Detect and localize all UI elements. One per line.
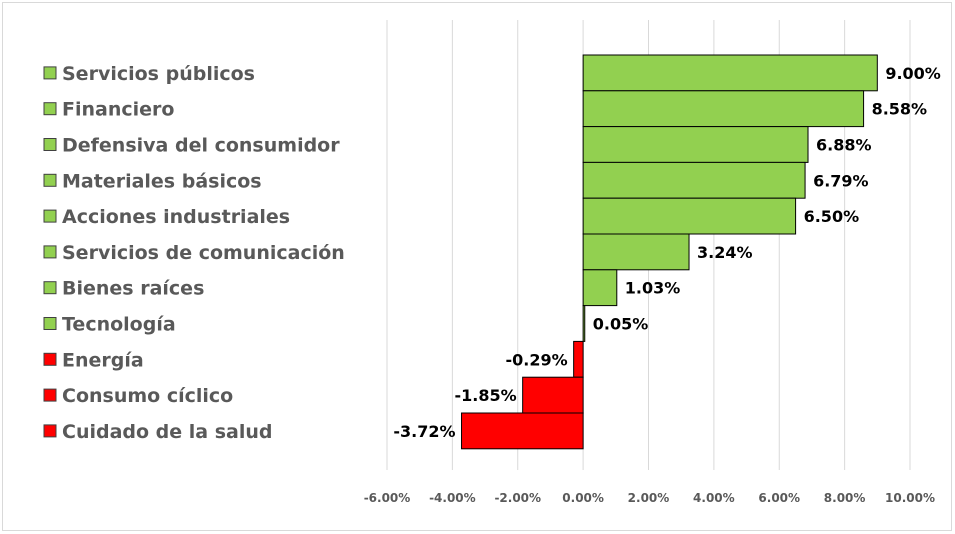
legend: Servicios públicos Financiero Defensiva de… (43, 63, 345, 443)
legend-label: Defensiva del consumidor (62, 135, 340, 157)
x-axis-ticks: -6.00% -4.00% -2.00% 0.00% 2.00% 4.00% 6.00% 8.… (364, 491, 935, 505)
bar (582, 161, 806, 199)
legend-label: Energía (62, 349, 144, 371)
legend-label: Servicios públicos (62, 63, 255, 85)
bar (582, 305, 586, 342)
legend-label: Financiero (62, 99, 174, 121)
bar (582, 197, 797, 235)
legend-label: Acciones industriales (62, 206, 290, 228)
x-tick-label: 2.00% (628, 491, 670, 505)
legend-label: Bienes raíces (62, 278, 204, 300)
data-labels: 9.00% 8.58%6.88% 6.79% 6.50% 3.24% 1.03% 0.05%… (393, 64, 940, 441)
legend-label: Tecnología (62, 314, 176, 336)
data-label: 3.24% (697, 243, 753, 262)
legend-label: Consumo cíclico (62, 385, 233, 407)
legend-swatch (43, 352, 57, 366)
bar (582, 233, 690, 271)
legend-label: Materiales básicos (62, 170, 262, 192)
data-label: 6.88% (816, 136, 872, 155)
legend-label: Servicios de comunicación (62, 242, 345, 264)
x-tick-label: 6.00% (758, 491, 800, 505)
bars (461, 54, 878, 450)
data-label: 6.50% (804, 207, 860, 226)
grid-lines (386, 20, 911, 470)
bar (582, 269, 618, 307)
legend-swatch (43, 281, 57, 295)
bar (582, 90, 865, 128)
legend-swatch (43, 66, 57, 80)
data-label: 9.00% (885, 64, 941, 83)
legend-swatch (43, 209, 57, 223)
x-tick-label: 4.00% (693, 491, 735, 505)
legend-swatch (43, 317, 57, 330)
x-tick-label: -6.00% (364, 491, 411, 505)
bar (573, 340, 584, 378)
data-label: -3.72% (393, 422, 455, 441)
data-label: 1.03% (625, 279, 681, 298)
legend-swatch (43, 424, 57, 438)
data-label: 6.79% (813, 171, 869, 190)
legend-swatch (43, 388, 57, 402)
x-tick-label: 8.00% (824, 491, 866, 505)
data-label: 0.05% (593, 315, 649, 334)
x-tick-label: 10.00% (885, 491, 935, 505)
bar (582, 126, 809, 163)
bar (461, 412, 584, 450)
bar (522, 376, 584, 414)
x-tick-label: -2.00% (494, 491, 541, 505)
x-tick-label: -4.00% (429, 491, 476, 505)
legend-swatch (43, 102, 57, 116)
x-tick-label: 0.00% (562, 491, 604, 505)
data-label: 8.58% (872, 100, 928, 119)
legend-swatch (43, 138, 57, 151)
legend-swatch (43, 173, 57, 187)
data-label: -1.85% (454, 386, 516, 405)
legend-label: Cuidado de la salud (62, 421, 273, 443)
data-label: -0.29% (505, 350, 567, 369)
legend-swatch (43, 245, 57, 259)
bar (582, 54, 878, 92)
